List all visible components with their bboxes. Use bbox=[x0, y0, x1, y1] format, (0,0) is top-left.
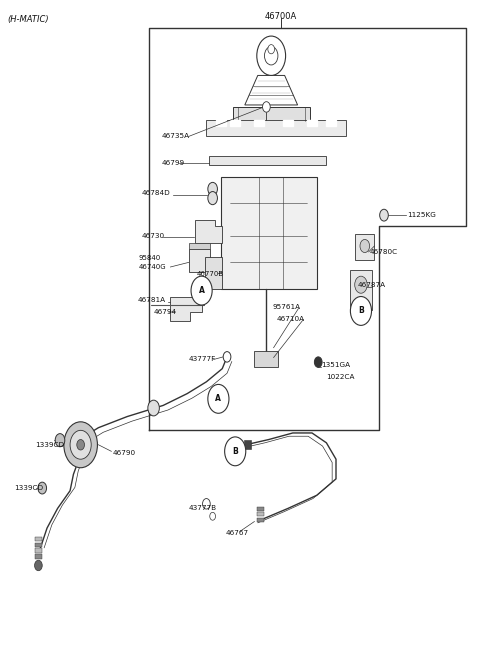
Text: 46770B: 46770B bbox=[197, 270, 224, 277]
Circle shape bbox=[263, 102, 270, 112]
Circle shape bbox=[223, 352, 231, 362]
Text: A: A bbox=[216, 394, 221, 403]
Circle shape bbox=[360, 239, 370, 253]
Text: 1022CA: 1022CA bbox=[326, 374, 355, 380]
Text: 95840: 95840 bbox=[139, 255, 161, 262]
Polygon shape bbox=[189, 243, 210, 249]
Text: 46799: 46799 bbox=[161, 159, 184, 166]
Polygon shape bbox=[206, 120, 346, 136]
Circle shape bbox=[35, 560, 42, 571]
Text: B: B bbox=[232, 447, 238, 456]
Circle shape bbox=[148, 400, 159, 416]
Circle shape bbox=[210, 512, 216, 520]
Text: 1339CD: 1339CD bbox=[14, 485, 44, 491]
Text: 1339CD: 1339CD bbox=[36, 441, 65, 448]
Circle shape bbox=[203, 499, 210, 509]
Text: 95761A: 95761A bbox=[273, 304, 301, 310]
Polygon shape bbox=[35, 548, 42, 553]
Circle shape bbox=[55, 434, 65, 447]
Polygon shape bbox=[230, 120, 240, 126]
Text: 46780C: 46780C bbox=[370, 249, 398, 255]
Text: 43777B: 43777B bbox=[188, 504, 216, 511]
Polygon shape bbox=[350, 270, 372, 310]
Polygon shape bbox=[307, 120, 317, 126]
Polygon shape bbox=[244, 440, 251, 449]
Text: 43777F: 43777F bbox=[188, 356, 216, 362]
Text: 1351GA: 1351GA bbox=[322, 362, 351, 369]
Polygon shape bbox=[283, 120, 293, 126]
Circle shape bbox=[355, 276, 367, 293]
Circle shape bbox=[77, 440, 84, 450]
Text: 46740G: 46740G bbox=[139, 264, 167, 270]
Text: 46710A: 46710A bbox=[277, 316, 305, 322]
Polygon shape bbox=[254, 120, 264, 126]
Polygon shape bbox=[245, 75, 298, 105]
Text: 46794: 46794 bbox=[154, 309, 177, 316]
Polygon shape bbox=[35, 543, 42, 547]
Circle shape bbox=[208, 384, 229, 413]
Circle shape bbox=[264, 47, 278, 65]
Polygon shape bbox=[35, 554, 42, 559]
Polygon shape bbox=[254, 351, 278, 367]
Polygon shape bbox=[209, 156, 326, 165]
Circle shape bbox=[208, 182, 217, 195]
Circle shape bbox=[70, 430, 91, 459]
Polygon shape bbox=[233, 107, 310, 121]
Circle shape bbox=[225, 437, 246, 466]
Polygon shape bbox=[189, 249, 210, 272]
Polygon shape bbox=[257, 518, 264, 522]
Circle shape bbox=[64, 422, 97, 468]
Text: 46700A: 46700A bbox=[264, 12, 297, 21]
Polygon shape bbox=[170, 297, 202, 321]
Text: 1125KG: 1125KG bbox=[407, 212, 436, 218]
Circle shape bbox=[314, 357, 322, 367]
Circle shape bbox=[257, 36, 286, 75]
Polygon shape bbox=[221, 177, 317, 289]
Polygon shape bbox=[355, 234, 374, 260]
Polygon shape bbox=[257, 507, 264, 511]
Polygon shape bbox=[205, 257, 222, 289]
Text: 46787A: 46787A bbox=[358, 281, 386, 288]
Text: 46730: 46730 bbox=[142, 232, 165, 239]
Polygon shape bbox=[326, 120, 336, 126]
Text: B: B bbox=[358, 306, 364, 316]
Polygon shape bbox=[149, 28, 466, 430]
Polygon shape bbox=[216, 120, 226, 126]
Polygon shape bbox=[195, 220, 222, 243]
Polygon shape bbox=[35, 537, 42, 541]
Text: 46781A: 46781A bbox=[138, 297, 166, 304]
Text: 46767: 46767 bbox=[226, 529, 249, 536]
Circle shape bbox=[191, 276, 212, 305]
Circle shape bbox=[380, 209, 388, 221]
Text: 46735A: 46735A bbox=[161, 133, 190, 140]
Circle shape bbox=[38, 482, 47, 494]
Text: A: A bbox=[199, 286, 204, 295]
Circle shape bbox=[208, 192, 217, 205]
Polygon shape bbox=[257, 512, 264, 516]
Text: 46784D: 46784D bbox=[142, 190, 170, 196]
Text: (H-MATIC): (H-MATIC) bbox=[7, 15, 49, 24]
Circle shape bbox=[268, 45, 275, 54]
Text: 46790: 46790 bbox=[112, 449, 135, 456]
Circle shape bbox=[350, 297, 372, 325]
